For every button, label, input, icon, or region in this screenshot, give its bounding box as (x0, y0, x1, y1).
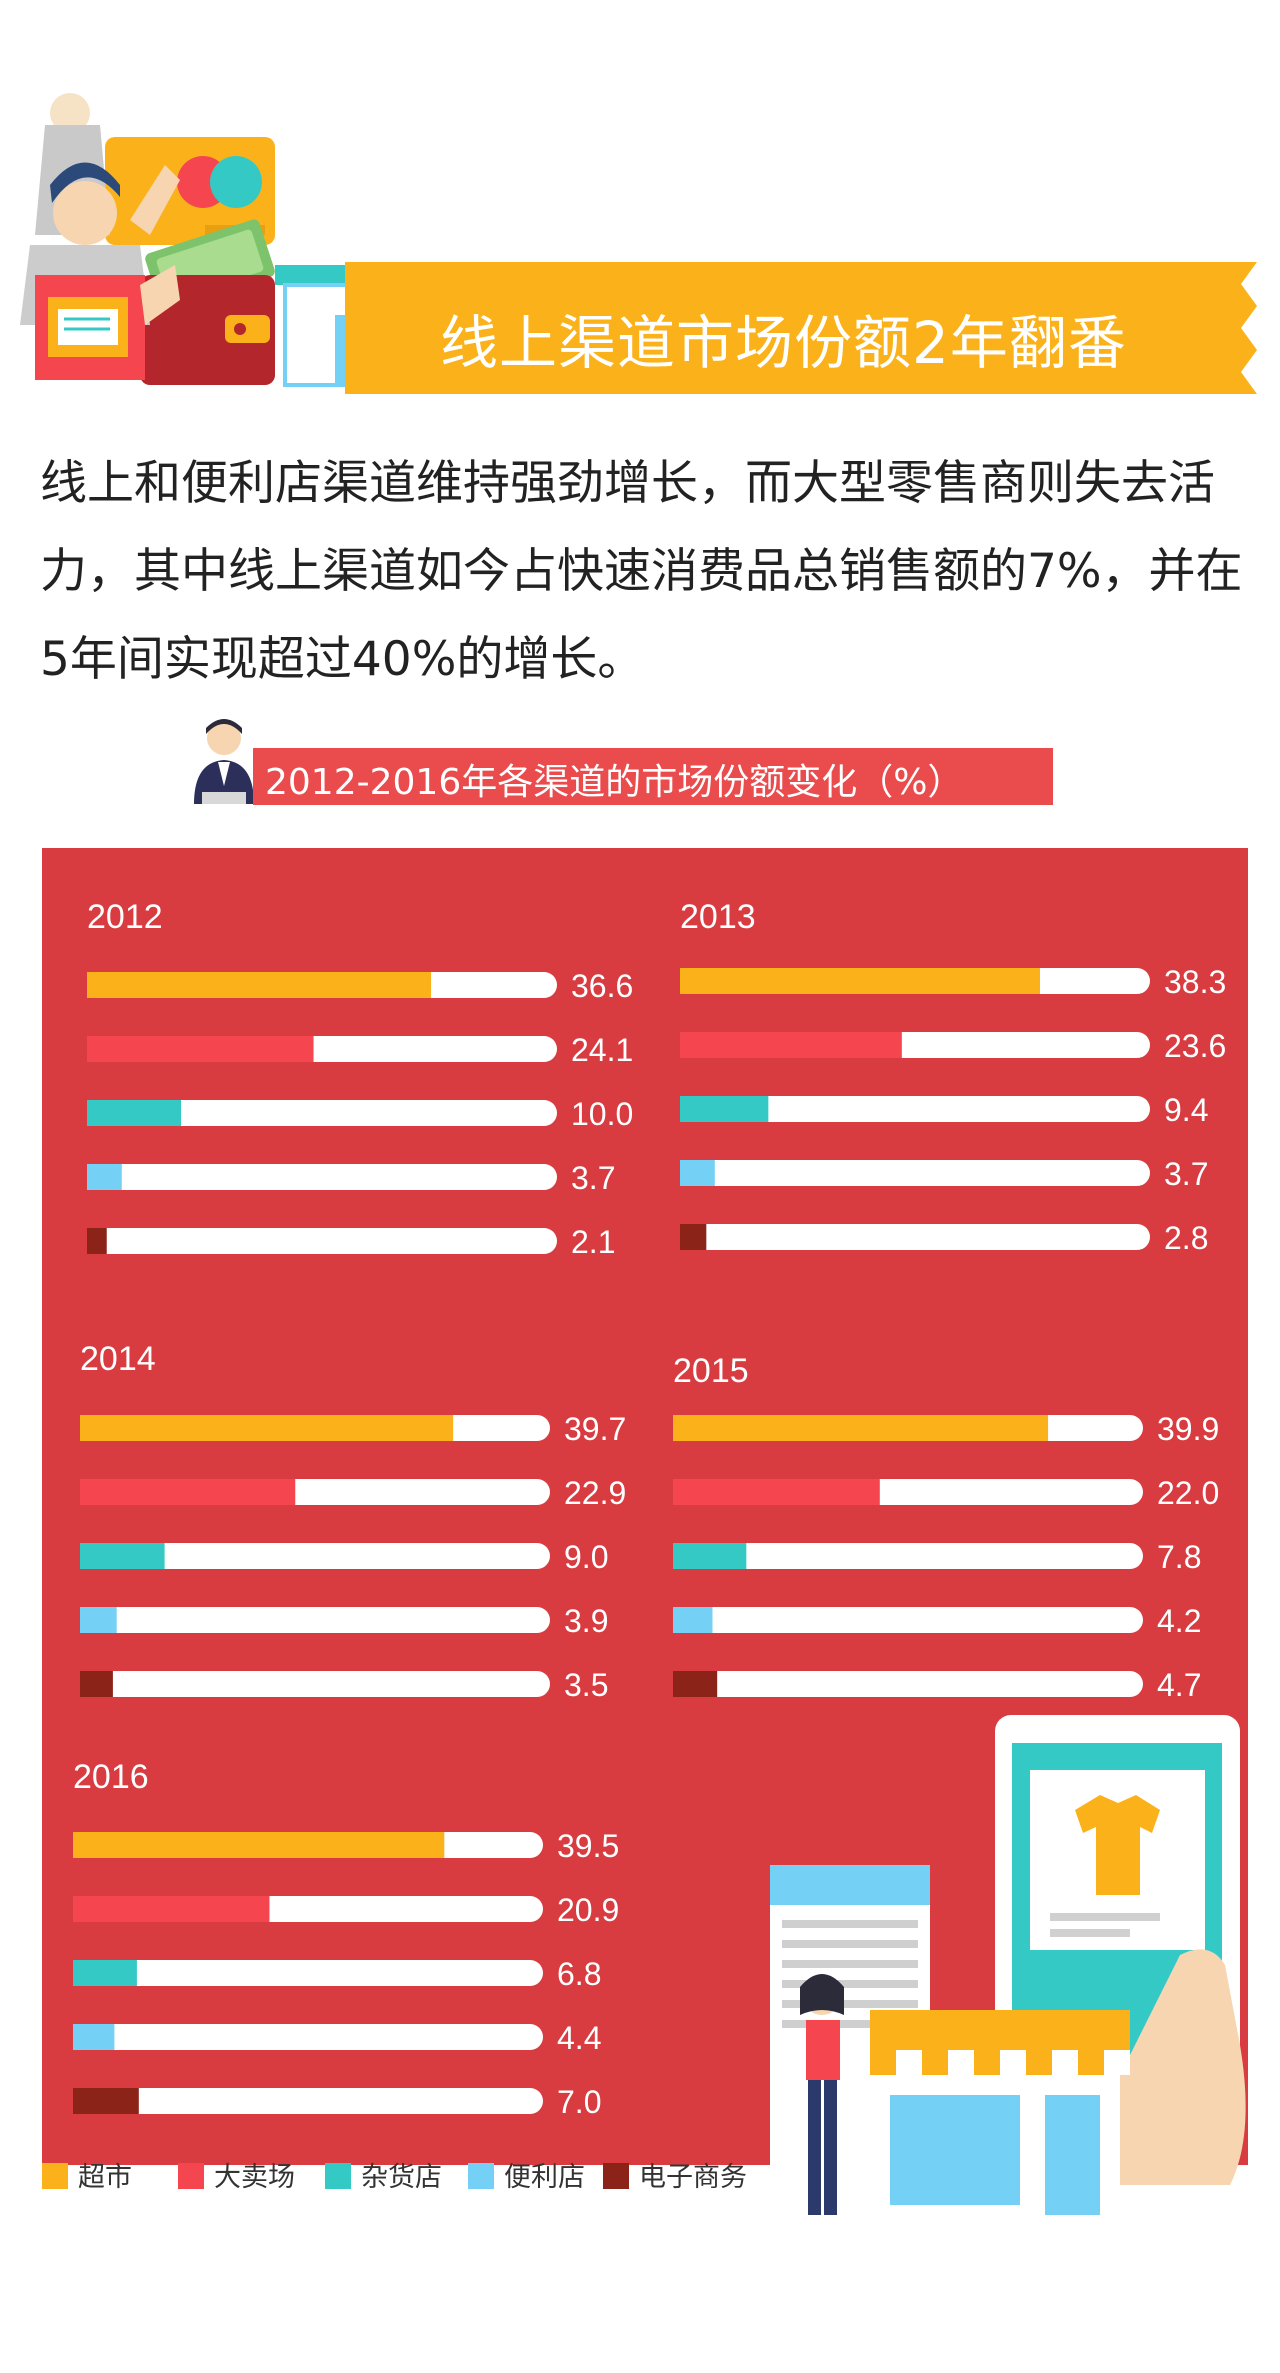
value-label: 38.3 (1164, 964, 1226, 1000)
panel-year-2012: 2012 (87, 898, 163, 936)
panel-year-2014: 2014 (80, 1340, 156, 1378)
value-label: 2.1 (571, 1224, 615, 1260)
legend-label-大卖场: 大卖场 (214, 2162, 295, 2192)
legend-label-超市: 超市 (78, 2162, 132, 2192)
value-label: 4.2 (1157, 1603, 1201, 1639)
bar-电子商务-2012 (87, 1228, 107, 1254)
bar-track (680, 1160, 1150, 1186)
bar-便利店-2012 (87, 1164, 122, 1190)
bar-大卖场-2016 (73, 1896, 270, 1922)
legend-swatch-电子商务 (603, 2163, 629, 2189)
value-label: 3.5 (564, 1667, 608, 1703)
bar-电子商务-2015 (673, 1671, 718, 1697)
bar-track (80, 1543, 550, 1569)
value-label: 39.5 (557, 1828, 619, 1864)
value-label: 6.8 (557, 1956, 601, 1992)
value-label: 39.9 (1157, 1411, 1219, 1447)
bar-超市-2012 (87, 972, 432, 998)
bar-track (87, 1100, 557, 1126)
value-label: 24.1 (571, 1032, 633, 1068)
value-label: 4.4 (557, 2020, 601, 2056)
bar-track (80, 1671, 550, 1697)
value-label: 23.6 (1164, 1028, 1226, 1064)
bar-杂货店-2016 (73, 1960, 137, 1986)
bar-track (680, 1224, 1150, 1250)
bar-超市-2014 (80, 1415, 454, 1441)
bar-大卖场-2015 (673, 1479, 880, 1505)
bar-track (680, 1096, 1150, 1122)
bar-track (73, 2088, 543, 2114)
chart-title-bar (253, 748, 1053, 805)
panel-year-2016: 2016 (73, 1758, 149, 1796)
bar-便利店-2016 (73, 2024, 115, 2050)
bar-大卖场-2012 (87, 1036, 314, 1062)
bar-杂货店-2012 (87, 1100, 181, 1126)
bar-track (673, 1671, 1143, 1697)
value-label: 3.7 (571, 1160, 615, 1196)
legend-label-电子商务: 电子商务 (639, 2162, 747, 2192)
bar-超市-2013 (680, 968, 1041, 994)
legend-swatch-便利店 (468, 2163, 494, 2189)
chart-title: 2012-2016年各渠道的市场份额变化（%） (265, 762, 964, 803)
bar-track (80, 1607, 550, 1633)
title-banner (345, 262, 1257, 394)
bar-杂货店-2015 (673, 1543, 747, 1569)
bar-大卖场-2014 (80, 1479, 296, 1505)
bar-track (87, 1164, 557, 1190)
bar-电子商务-2014 (80, 1671, 113, 1697)
panel-year-2013: 2013 (680, 898, 756, 936)
bar-超市-2016 (73, 1832, 445, 1858)
store-illustration (770, 1715, 1246, 2225)
value-label: 7.0 (557, 2084, 601, 2120)
value-label: 20.9 (557, 1892, 619, 1928)
value-label: 39.7 (564, 1411, 626, 1447)
page-title: 线上渠道市场份额2年翻番 (440, 309, 1127, 377)
bar-杂货店-2013 (680, 1096, 769, 1122)
value-label: 22.0 (1157, 1475, 1219, 1511)
value-label: 9.0 (564, 1539, 608, 1575)
value-label: 7.8 (1157, 1539, 1201, 1575)
legend-swatch-大卖场 (178, 2163, 204, 2189)
bar-便利店-2013 (680, 1160, 715, 1186)
value-label: 4.7 (1157, 1667, 1201, 1703)
bar-track (73, 2024, 543, 2050)
bar-杂货店-2014 (80, 1543, 165, 1569)
panel-year-2015: 2015 (673, 1352, 749, 1390)
value-label: 10.0 (571, 1096, 633, 1132)
value-label: 36.6 (571, 968, 633, 1004)
value-label: 3.9 (564, 1603, 608, 1639)
bar-便利店-2015 (673, 1607, 713, 1633)
legend-swatch-杂货店 (325, 2163, 351, 2189)
value-label: 2.8 (1164, 1220, 1208, 1256)
bar-track (73, 1960, 543, 1986)
bar-track (673, 1607, 1143, 1633)
bar-track (87, 1228, 557, 1254)
bar-大卖场-2013 (680, 1032, 902, 1058)
value-label: 22.9 (564, 1475, 626, 1511)
value-label: 3.7 (1164, 1156, 1208, 1192)
value-label: 9.4 (1164, 1092, 1208, 1128)
bar-便利店-2014 (80, 1607, 117, 1633)
bar-超市-2015 (673, 1415, 1049, 1441)
presenter-icon (194, 719, 254, 804)
intro-paragraph: 线上和便利店渠道维持强劲增长，而大型零售商则失去活力，其中线上渠道如今占快速消费… (40, 456, 1243, 687)
bar-track (673, 1543, 1143, 1569)
bar-电子商务-2016 (73, 2088, 139, 2114)
bar-电子商务-2013 (680, 1224, 707, 1250)
legend-label-杂货店: 杂货店 (361, 2162, 442, 2192)
legend-swatch-超市 (42, 2163, 68, 2189)
legend-label-便利店: 便利店 (504, 2162, 585, 2192)
